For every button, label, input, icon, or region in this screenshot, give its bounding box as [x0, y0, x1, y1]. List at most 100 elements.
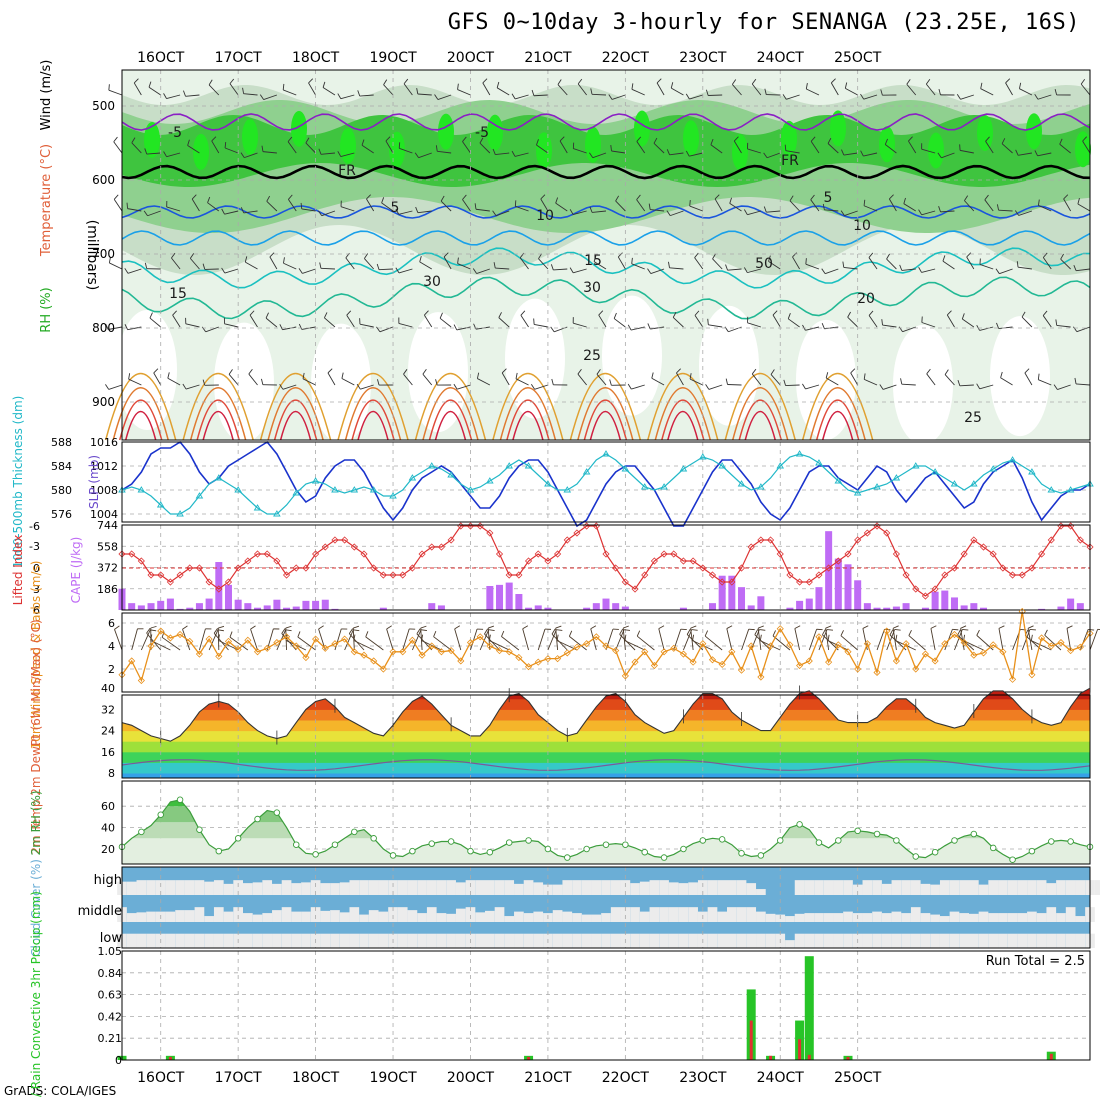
- lifted-index-marker: [737, 564, 746, 572]
- panel-frame: [121, 780, 1091, 865]
- lifted-index-marker: [834, 557, 842, 565]
- wind-barb: [381, 202, 394, 212]
- cloud-gap: [330, 883, 340, 895]
- wind-barb: [109, 262, 123, 270]
- cloud-gap: [969, 913, 979, 922]
- cloud-gap: [1056, 880, 1066, 895]
- cloud-gap: [620, 880, 631, 895]
- wind-barb-flag: [433, 630, 437, 637]
- cloud-gap: [184, 880, 195, 895]
- warm-contour: [189, 387, 247, 441]
- wind-barb-flag: [327, 368, 333, 374]
- wind-speed-marker: [805, 657, 813, 665]
- wind-barb-flag: [322, 81, 326, 88]
- cloud-gap: [126, 881, 137, 895]
- panel-frame: [121, 612, 1091, 693]
- cloud-gap: [901, 913, 911, 922]
- cloud-gap: [572, 933, 582, 948]
- wind-barb: [433, 636, 452, 651]
- cloud-gap: [436, 933, 447, 948]
- wind-barb: [108, 384, 123, 390]
- wind-barb-flag: [244, 256, 248, 263]
- wind-barb-flag: [150, 625, 157, 629]
- wind-barb-flag: [323, 312, 328, 319]
- lifted-index-marker: [224, 578, 233, 586]
- wind-barb: [1017, 266, 1032, 270]
- wind-barb-flag: [224, 141, 227, 149]
- wind-barb-flag: [153, 368, 159, 374]
- wind-barb-flag: [627, 383, 632, 390]
- cloud-gap: [707, 880, 718, 895]
- thickness-marker: [544, 480, 552, 487]
- wind-barb-flag: [108, 84, 110, 91]
- wind-barb-flag: [996, 204, 1000, 211]
- wind-barb: [359, 323, 374, 328]
- lifted-index-marker: [244, 557, 252, 565]
- wind-speed-marker: [1028, 671, 1036, 679]
- wind-barb: [727, 268, 742, 271]
- wind-barb: [885, 144, 897, 154]
- cloud-gap: [485, 933, 495, 948]
- wind-barb-flag: [651, 372, 654, 379]
- wind-barb-flag: [568, 630, 573, 637]
- wind-barb: [437, 94, 452, 100]
- lifted-index-marker: [573, 529, 581, 537]
- wind-barb: [501, 372, 510, 386]
- cloud-gap: [610, 933, 621, 948]
- wind-speed-marker: [960, 638, 968, 647]
- rh-core: [1026, 113, 1042, 150]
- wind-barb: [611, 150, 626, 154]
- lifted-index-marker: [554, 550, 562, 558]
- wind-barb-flag: [964, 195, 969, 201]
- dry-pocket: [505, 298, 565, 419]
- thickness-marker: [137, 486, 146, 493]
- wind-speed-marker: [631, 658, 639, 666]
- wind-barb: [592, 152, 607, 159]
- contour-label: 30: [423, 274, 441, 290]
- wind-barb: [592, 210, 607, 213]
- wind-barb-flag: [787, 313, 791, 319]
- wind-barb-flag: [337, 93, 342, 99]
- wind-barb-flag: [704, 630, 709, 637]
- lifted-index-marker: [950, 564, 959, 572]
- warm-contour: [344, 387, 402, 441]
- cloud-gap: [126, 933, 137, 948]
- wind-barb-flag: [976, 383, 981, 390]
- wind-barb: [265, 317, 278, 328]
- wind-barb: [208, 629, 219, 651]
- wind-barb: [847, 316, 858, 328]
- thickness-marker: [834, 477, 843, 484]
- warm-contour: [821, 410, 854, 441]
- wind-barb-flag: [772, 630, 776, 637]
- dewpoint-line: [121, 759, 1091, 771]
- rh-marker: [931, 848, 939, 856]
- wind-barb: [282, 326, 297, 331]
- thickness-marker: [195, 492, 204, 499]
- wind-barb: [114, 629, 123, 651]
- wind-barb-flag: [261, 145, 264, 152]
- wind-barb-flag: [608, 94, 613, 100]
- cloud-gap: [126, 913, 137, 922]
- wind-barb-flag: [217, 629, 224, 632]
- warm-contour: [124, 410, 157, 441]
- cloud-gap: [756, 933, 766, 948]
- rh-marker: [176, 796, 184, 804]
- wind-speed-marker: [815, 633, 823, 641]
- wind-barb-flag: [938, 88, 941, 95]
- thickness-marker: [970, 480, 978, 487]
- rh-marker: [409, 847, 416, 855]
- wind-speed-marker: [447, 647, 455, 655]
- cloud-gap: [881, 913, 892, 922]
- wind-barb: [941, 152, 955, 159]
- wind-barb-flag: [522, 625, 529, 630]
- wind-barb-flag: [453, 383, 458, 390]
- cloud-level-label: high: [94, 873, 122, 888]
- wind-barb-flag: [457, 257, 459, 264]
- lifted-index-marker: [631, 585, 639, 593]
- wind-barb-flag: [419, 255, 422, 263]
- wind-barb: [689, 94, 703, 100]
- wind-barb-flag: [569, 209, 574, 215]
- rh-marker: [718, 836, 726, 843]
- contour-label: -5: [475, 125, 489, 141]
- wind-barb: [519, 257, 529, 270]
